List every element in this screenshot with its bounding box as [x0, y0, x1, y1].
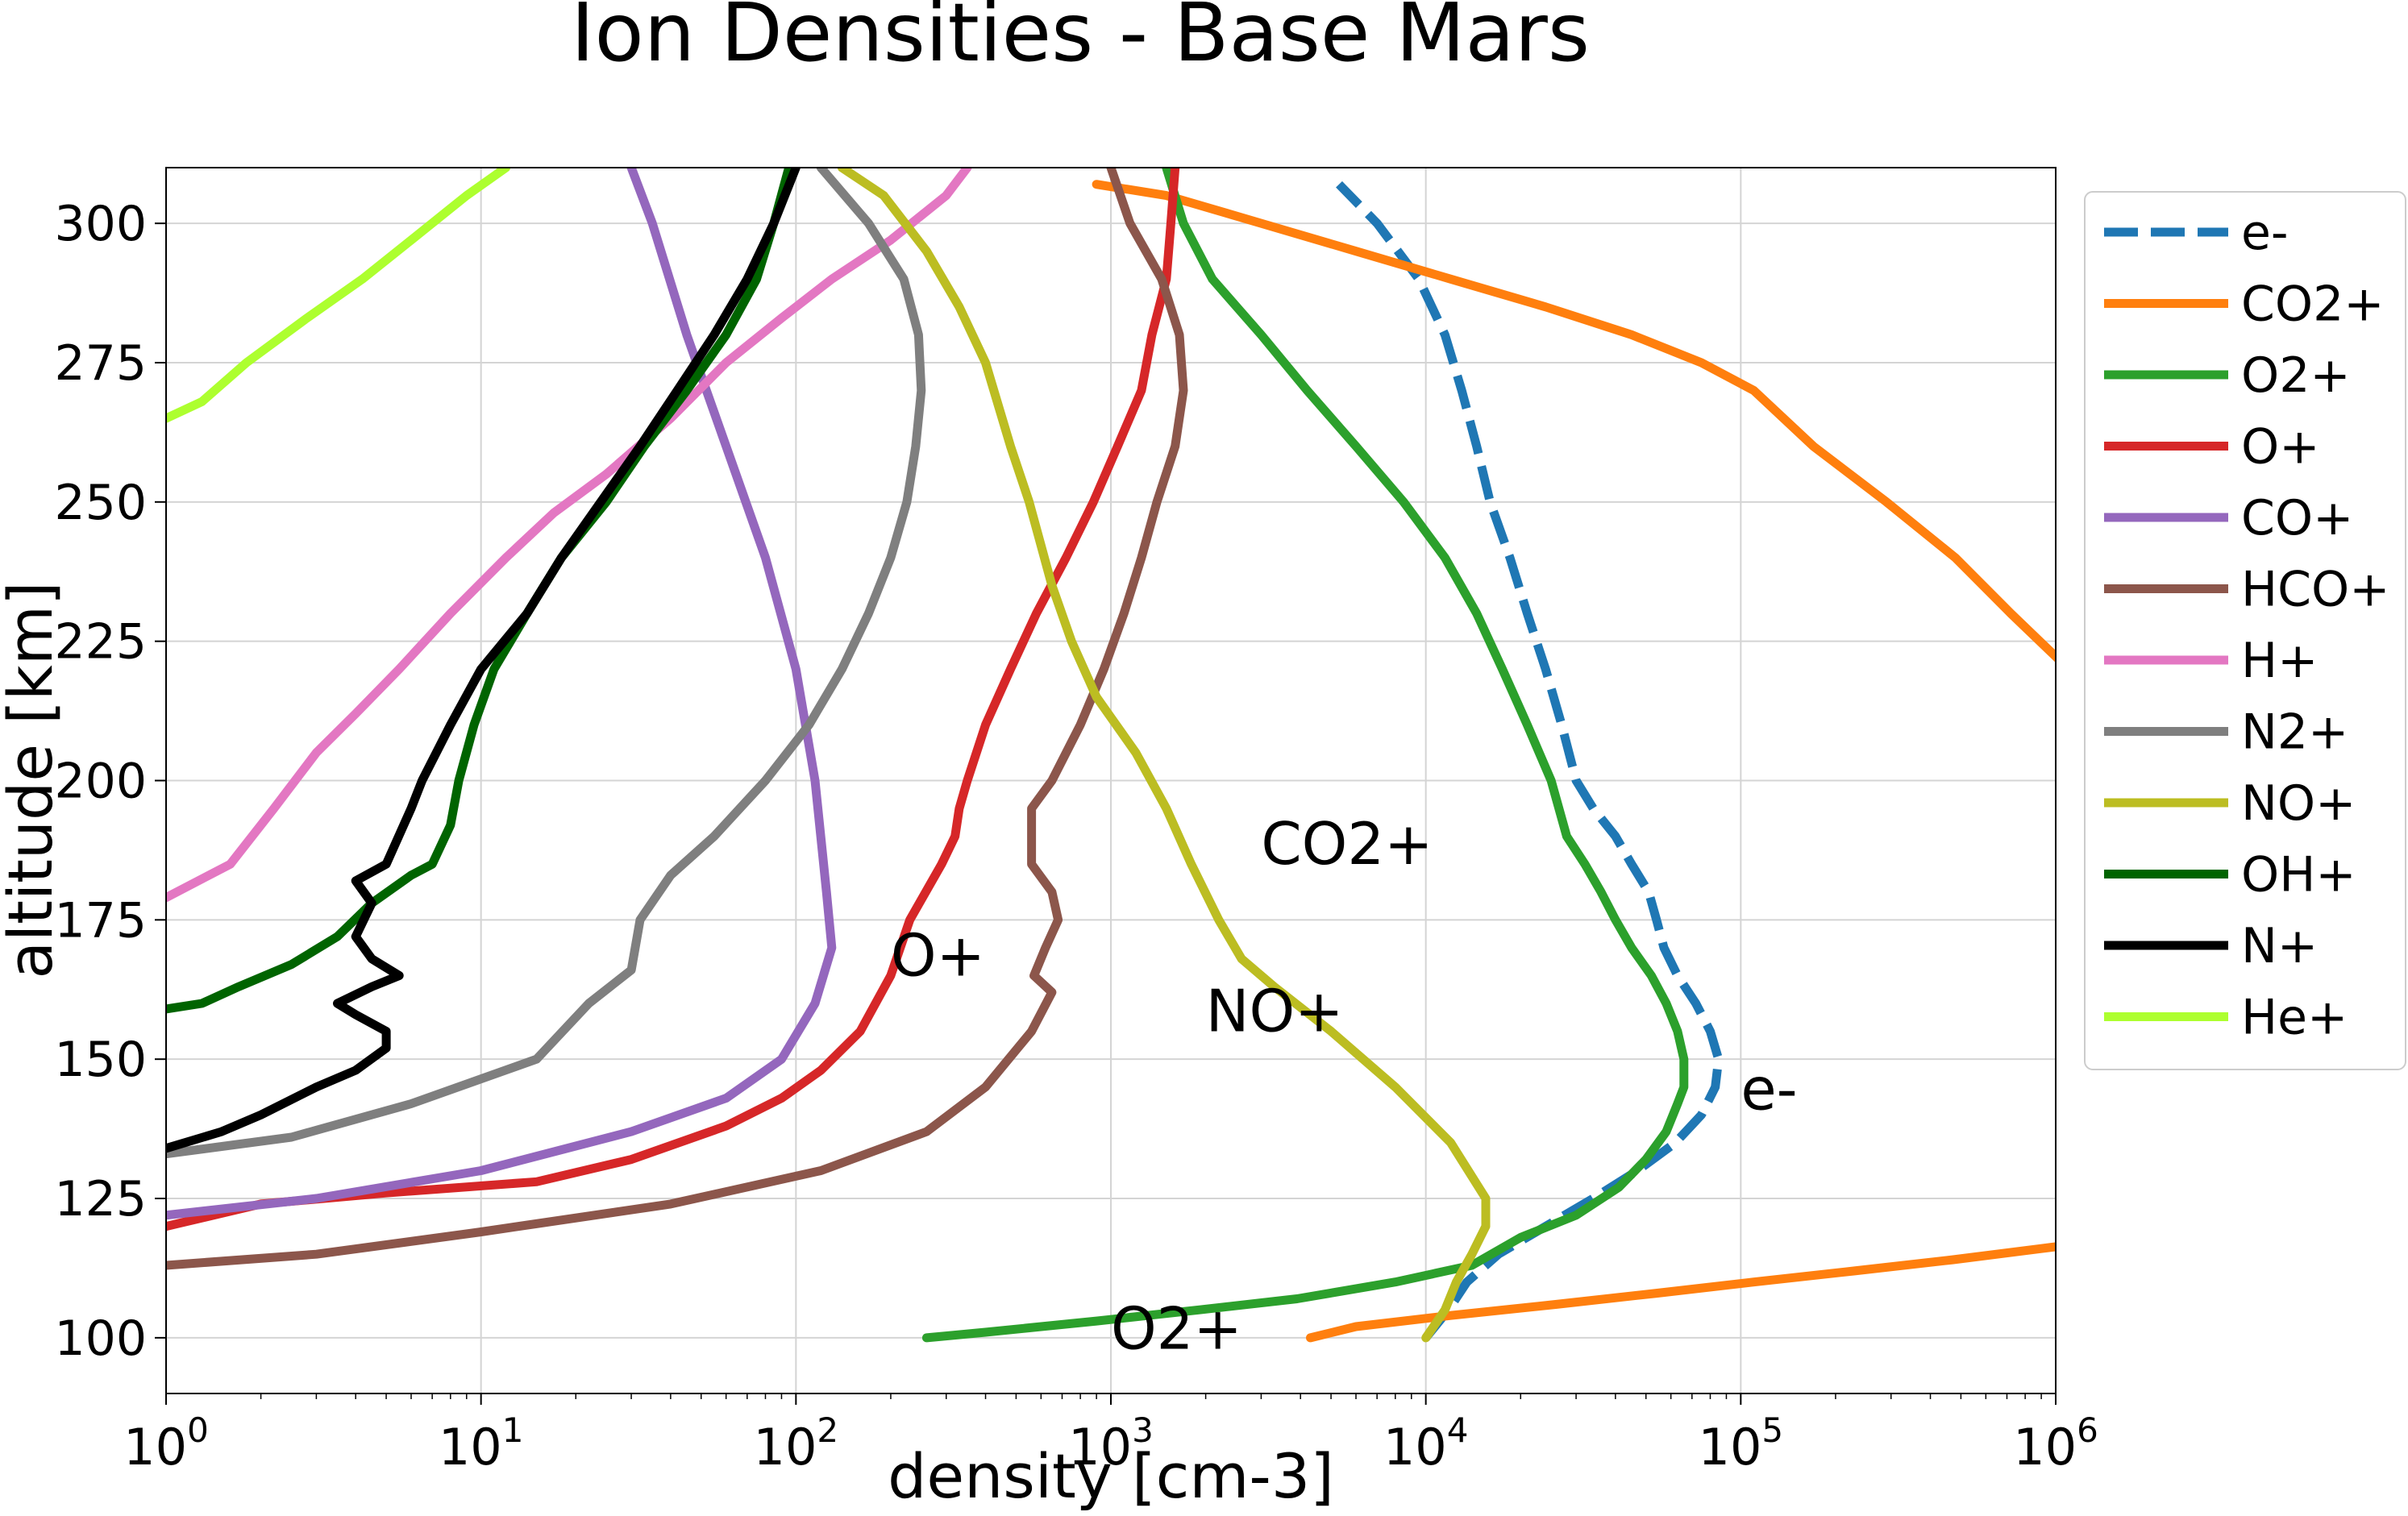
annotation-CO2+: CO2+	[1261, 810, 1433, 878]
legend-box	[2084, 191, 2406, 1070]
series-line-He+	[166, 168, 511, 423]
x-tick-label: 105	[1699, 1410, 1784, 1477]
series-line-H+	[166, 168, 972, 903]
x-tick-label: 103	[1068, 1410, 1154, 1477]
legend-label: O2+	[2241, 347, 2351, 404]
legend-label: N+	[2241, 918, 2318, 974]
series-line-OH+	[166, 168, 794, 1014]
y-tick-label: 100	[54, 1310, 147, 1367]
y-tick-label: 225	[54, 614, 147, 671]
y-tick-label: 200	[54, 754, 147, 810]
x-tick-label: 106	[2013, 1410, 2098, 1477]
annotations: O+ CO2+ NO+ e- O2+	[891, 810, 1798, 1362]
x-tick-label: 104	[1383, 1410, 1469, 1477]
grid	[165, 168, 2057, 1393]
series-line-e-	[1336, 181, 1724, 1341]
series-line-O+	[166, 168, 1180, 1231]
x-tick-label: 102	[754, 1410, 839, 1477]
series-line-HCO+	[166, 168, 1188, 1270]
annotation-NO+: NO+	[1206, 978, 1344, 1045]
y-tick-label: 150	[54, 1032, 147, 1088]
x-axis-label: density [cm-3]	[888, 1440, 1334, 1512]
series-line-CO+	[166, 168, 837, 1220]
legend-label: NO+	[2241, 775, 2356, 832]
series-line-NO+	[837, 168, 1491, 1343]
series-line-N2+	[166, 168, 926, 1159]
y-axis-ticks: 100 125 150 175 200 225 250 275 300	[54, 196, 166, 1367]
legend-label: O+	[2241, 419, 2320, 476]
legend: e- CO2+ O2+ O+ CO+ HCO+ H+ N2+ NO+ OH+ N+ He+	[2084, 191, 2406, 1070]
legend-label: N2+	[2241, 704, 2348, 761]
series-line-CO2+	[1092, 180, 2056, 1343]
annotation-O2+: O2+	[1111, 1295, 1242, 1363]
legend-label: H+	[2241, 633, 2318, 689]
x-tick-label: 101	[439, 1410, 524, 1477]
series-line-N+	[166, 168, 801, 1153]
legend-label: OH+	[2241, 847, 2356, 903]
y-tick-label: 250	[54, 475, 147, 531]
legend-label: CO+	[2241, 490, 2353, 546]
series-layer	[166, 168, 2056, 1343]
legend-label: He+	[2241, 990, 2348, 1046]
y-tick-label: 125	[54, 1171, 147, 1227]
y-tick-label: 175	[54, 892, 147, 949]
x-tick-label: 100	[123, 1410, 209, 1477]
y-tick-label: 275	[54, 335, 147, 392]
legend-label: HCO+	[2241, 562, 2390, 618]
annotation-O+: O+	[891, 921, 985, 989]
annotation-e-: e-	[1740, 1055, 1797, 1123]
series-line-O2+	[921, 168, 1689, 1343]
legend-label: e-	[2241, 205, 2289, 261]
y-axis-label: altitude [km]	[0, 581, 66, 978]
x-axis-ticks: 100 101 102 103 104 105 106	[123, 1393, 2098, 1477]
y-tick-label: 300	[54, 196, 147, 252]
legend-label: CO2+	[2241, 276, 2385, 333]
chart-title: Ion Densities - Base Mars	[571, 0, 1590, 80]
